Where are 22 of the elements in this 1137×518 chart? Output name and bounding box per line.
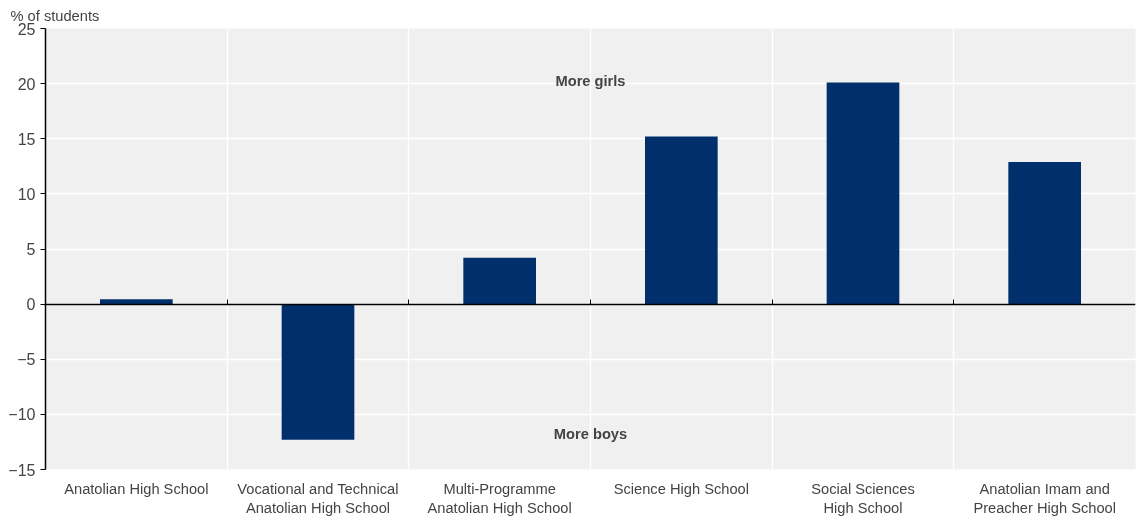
x-tick-label: Vocational and Technical Anatolian High School	[237, 480, 399, 516]
y-tick-label: 15	[17, 130, 36, 148]
y-tick-label: −10	[8, 406, 36, 424]
y-tick-label: −15	[8, 461, 36, 479]
x-tick-label: Social Sciences High School	[811, 480, 915, 516]
y-tick-label: 0	[26, 296, 36, 314]
bar	[826, 82, 900, 305]
y-tick-label: −5	[17, 351, 36, 369]
bar	[281, 304, 355, 440]
annotation: More boys	[553, 426, 628, 443]
x-tick-label: Anatolian High School	[64, 480, 209, 497]
x-tick-label: Anatolian Imam and Preacher High School	[973, 480, 1116, 516]
x-tick-label: Science High School	[613, 480, 749, 497]
y-tick-label: 20	[17, 75, 36, 93]
bar	[645, 136, 718, 305]
bar	[1008, 161, 1081, 305]
y-tick-label: 5	[26, 241, 36, 258]
annotation: More girls	[555, 73, 626, 90]
y-tick-label: 10	[17, 185, 36, 203]
bar	[463, 257, 536, 305]
x-tick-label: Multi-Programme Anatolian High School	[427, 480, 572, 516]
bar	[100, 299, 173, 305]
